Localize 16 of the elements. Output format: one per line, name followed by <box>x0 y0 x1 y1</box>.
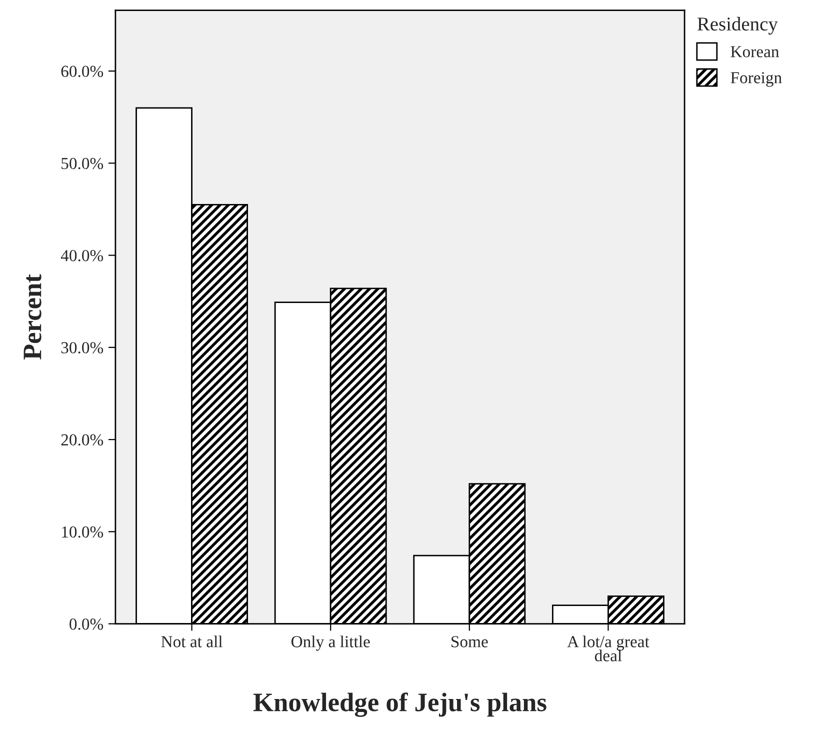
y-axis-title: Percent <box>24 274 42 360</box>
legend-label: Korean <box>730 46 780 58</box>
y-tick-label: 30.0% <box>61 342 104 354</box>
x-axis-title: Knowledge of Jeju's plans <box>253 692 546 717</box>
x-tick-label: A lot/a great deal <box>567 636 650 662</box>
legend-title: Residency <box>697 16 778 35</box>
y-tick-label: 0.0% <box>70 618 104 630</box>
legend-label: Foreign <box>730 72 782 87</box>
x-tick-label: Only a little <box>291 636 370 651</box>
x-tick-label: Not at all <box>161 636 222 648</box>
x-tick-label: Some <box>452 636 488 648</box>
y-tick-label: 20.0% <box>61 434 104 446</box>
y-tick-label: 10.0% <box>62 526 104 538</box>
y-tick-label: 60.0% <box>61 66 104 78</box>
y-tick-label: 40.0% <box>60 250 104 262</box>
y-tick-label: 50.0% <box>62 158 104 170</box>
